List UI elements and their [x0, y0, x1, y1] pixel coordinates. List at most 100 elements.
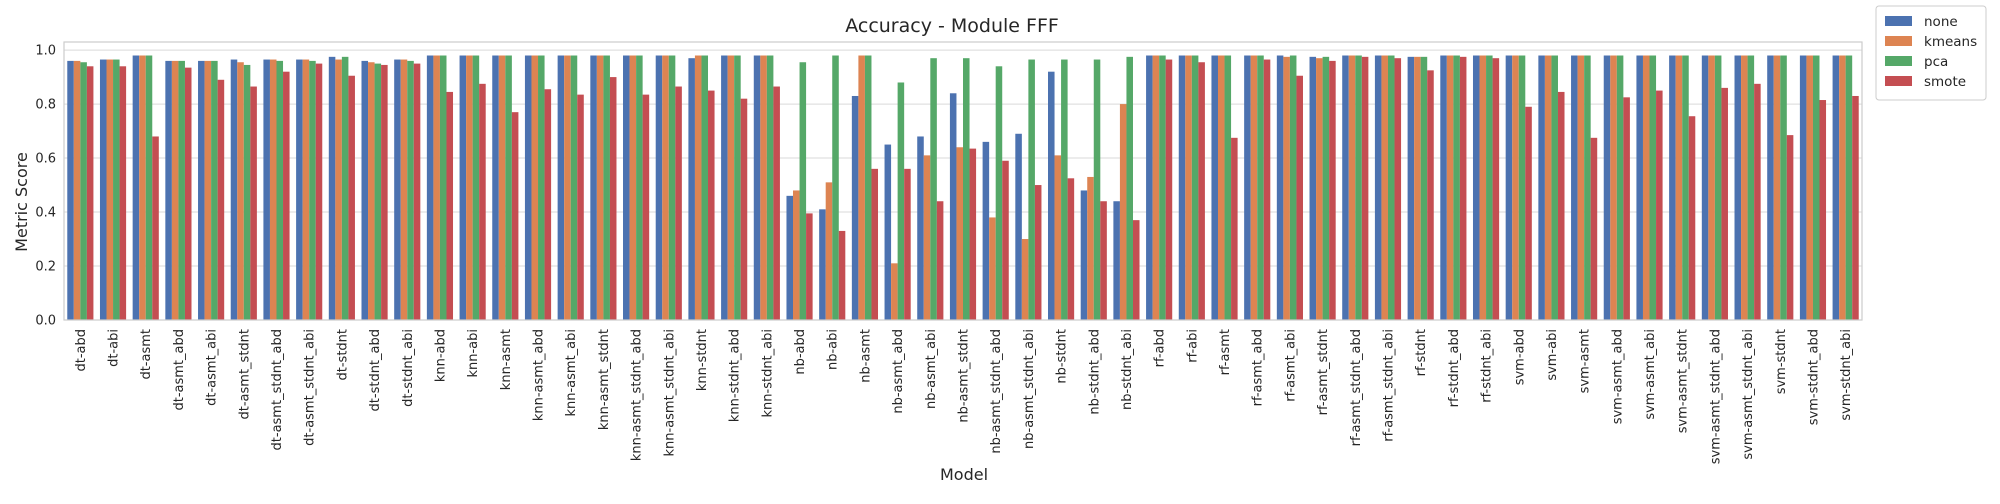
legend: none kmeans pca smote	[1875, 5, 1987, 101]
x-tick-label: rf-stdnt_abd	[1447, 329, 1462, 407]
bar-kmeans	[1479, 55, 1487, 320]
x-tick-label: svm-abd	[1512, 329, 1527, 385]
bar-kmeans	[1708, 55, 1715, 320]
bar-none	[1113, 201, 1120, 320]
bar-kmeans	[204, 60, 212, 320]
bar-pca	[1289, 55, 1297, 320]
bar-kmeans	[989, 217, 996, 320]
bar-smote	[348, 75, 355, 321]
bar-none	[1505, 55, 1513, 320]
bar-none	[524, 55, 532, 320]
bar-smote	[1067, 178, 1075, 320]
bar-none	[394, 59, 401, 320]
legend-swatch-smote	[1885, 76, 1912, 86]
bar-pca	[178, 60, 185, 320]
bar-kmeans	[335, 59, 342, 320]
bar-smote	[806, 213, 813, 320]
bar-smote	[1754, 83, 1761, 320]
bar-kmeans	[1348, 55, 1356, 320]
chart-title: Accuracy - Module FFF	[845, 15, 1059, 37]
bar-pca	[995, 66, 1003, 320]
legend-swatch-kmeans	[1885, 36, 1912, 46]
bar-none	[492, 55, 499, 320]
x-tick-label: dt-asmt_abi	[205, 329, 220, 406]
bar-pca	[1649, 55, 1657, 320]
bar-smote	[577, 94, 584, 320]
bar-kmeans	[400, 59, 408, 320]
bar-kmeans	[1642, 55, 1650, 320]
x-tick-label: knn-abi	[466, 329, 481, 378]
bar-kmeans	[1414, 56, 1421, 321]
bar-smote	[1427, 70, 1434, 320]
bar-pca	[1780, 55, 1787, 320]
bar-kmeans	[1544, 55, 1552, 320]
bar-kmeans	[1152, 55, 1160, 320]
bar-pca	[1486, 55, 1493, 320]
bar-pca	[570, 55, 578, 320]
bar-pca	[734, 55, 741, 320]
x-tick-label: dt-asmt_abd	[172, 329, 187, 411]
y-axis-title: Metric Score	[12, 152, 31, 252]
x-tick-label: dt-asmt	[139, 329, 154, 380]
bar-smote	[1361, 56, 1369, 321]
bar-kmeans	[1087, 176, 1094, 320]
bar-pca	[1420, 56, 1428, 321]
bar-smote	[1132, 220, 1140, 320]
x-tick-label: svm-stdnt_abd	[1806, 329, 1821, 425]
y-tick-label: 0.6	[35, 152, 56, 167]
bar-pca	[1453, 55, 1460, 320]
bar-smote	[1852, 95, 1859, 320]
bar-kmeans	[73, 60, 81, 320]
legend-swatch-none	[1885, 16, 1912, 26]
bar-pca	[1616, 55, 1624, 320]
bar-smote	[152, 136, 159, 320]
x-tick-label: dt-asmt_stdnt_abd	[270, 329, 285, 450]
bar-pca	[1714, 55, 1722, 320]
bar-smote	[184, 67, 192, 320]
bar-kmeans	[1283, 56, 1290, 321]
x-tick-label: dt-abi	[107, 329, 122, 367]
bar-pca	[1387, 55, 1395, 320]
bar-kmeans	[531, 55, 539, 320]
x-tick-label: rf-asmt_stdnt_abd	[1349, 329, 1364, 446]
x-tick-label: knn-asmt_abd	[532, 329, 547, 421]
bar-none	[851, 95, 859, 320]
bar-kmeans	[694, 55, 702, 320]
bar-smote	[119, 66, 127, 320]
y-tick-label: 0.0	[35, 314, 56, 329]
bar-smote	[1034, 185, 1042, 320]
x-tick-label: svm-asmt_stdnt_abd	[1708, 329, 1723, 464]
bar-pca	[1126, 56, 1133, 321]
bar-kmeans	[1054, 155, 1062, 320]
bar-none	[688, 58, 695, 320]
bar-smote	[479, 83, 486, 320]
bar-kmeans	[171, 60, 179, 320]
x-tick-label: rf-stdnt	[1414, 329, 1429, 376]
bar-pca	[113, 59, 120, 320]
bar-kmeans	[466, 55, 473, 320]
bar-pca	[1845, 55, 1853, 320]
bar-none	[884, 144, 892, 320]
bar-none	[655, 55, 663, 320]
bar-kmeans	[237, 62, 244, 321]
bar-smote	[217, 79, 225, 320]
x-tick-label: rf-asmt	[1218, 329, 1233, 375]
bar-none	[623, 55, 630, 320]
bar-kmeans	[1741, 55, 1748, 320]
x-tick-label: svm-asmt_abd	[1610, 329, 1625, 424]
bar-smote	[1590, 137, 1598, 320]
bar-pca	[864, 55, 872, 320]
bar-kmeans	[596, 55, 604, 320]
bar-none	[1211, 55, 1218, 320]
x-tick-label: knn-asmt_abi	[564, 329, 579, 417]
bar-smote	[642, 94, 650, 320]
legend-label-kmeans: kmeans	[1924, 34, 1977, 50]
bars	[67, 55, 1859, 321]
bar-pca	[1028, 59, 1035, 320]
x-tick-label: rf-asmt_stdnt_abi	[1381, 329, 1396, 442]
x-tick-label: nb-stdnt_abi	[1120, 329, 1135, 410]
x-tick-label: rf-asmt_stdnt	[1316, 329, 1331, 415]
x-tick-label: svm-abi	[1545, 329, 1560, 381]
bar-smote	[1329, 60, 1336, 320]
